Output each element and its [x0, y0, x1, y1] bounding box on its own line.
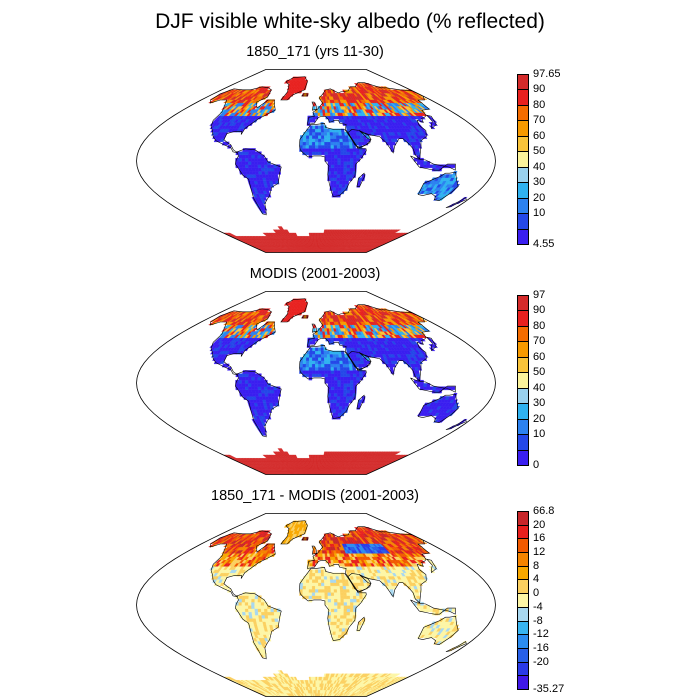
colorbar-label: 50: [533, 366, 546, 379]
colorbar-label: 20: [533, 518, 546, 531]
colorbar-label: 10: [533, 428, 546, 441]
colorbar-swatch: [517, 538, 529, 554]
colorbar-label: 30: [533, 397, 546, 410]
land-cells: [208, 298, 468, 475]
colorbar-swatch: [517, 228, 529, 245]
colorbar-label: -12: [533, 628, 549, 641]
colorbar-label: 97.65: [533, 68, 561, 80]
map-panel-obs: [136, 291, 496, 475]
coastlines: [209, 298, 467, 438]
colorbar-swatch: [517, 647, 529, 663]
colorbar-swatch: [517, 135, 529, 153]
map-panel-diff: [136, 513, 496, 697]
colorbar-swatch: [517, 310, 529, 327]
land-cells: [208, 76, 468, 253]
colorbar-label: -16: [533, 641, 549, 654]
colorbar-swatch: [517, 634, 529, 649]
map-border: [136, 513, 496, 697]
colorbar-label: 20: [533, 191, 546, 204]
colorbar-swatch: [517, 295, 529, 312]
colorbar-label: 60: [533, 350, 546, 363]
colorbar-swatch: [517, 213, 529, 230]
map-panel-model: [136, 69, 496, 253]
land-cells: [208, 520, 468, 697]
colorbar-swatch: [517, 403, 529, 420]
colorbar-label: 40: [533, 381, 546, 394]
colorbar-swatch: [517, 552, 529, 567]
colorbar-swatch: [517, 325, 529, 343]
colorbar-label: -20: [533, 655, 549, 668]
panel-title-obs: MODIS (2001-2003): [249, 266, 381, 282]
coastlines: [209, 76, 467, 216]
colorbar-swatch: [517, 511, 529, 526]
colorbar-label: 4.55: [533, 238, 555, 250]
colorbar-swatch: [517, 418, 529, 436]
colorbar-swatch: [517, 104, 529, 122]
colorbar-label: 90: [533, 304, 546, 317]
map-border: [136, 69, 496, 253]
colorbar-label: 0: [533, 459, 540, 471]
colorbar-label: 50: [533, 145, 546, 158]
colorbar-swatch: [517, 434, 529, 451]
panel-title-diff: 1850_171 - MODIS (2001-2003): [211, 488, 419, 504]
colorbar-swatch: [517, 565, 529, 581]
colorbar-label: 70: [533, 335, 546, 348]
colorbar-label: 10: [533, 207, 546, 220]
colorbar-label: 20: [533, 412, 546, 425]
colorbar-swatch: [517, 120, 529, 137]
colorbar-label: 80: [533, 98, 546, 111]
colorbar-label: 66.8: [533, 505, 555, 517]
colorbar-swatch: [517, 579, 529, 595]
colorbar-label: 70: [533, 114, 546, 127]
colorbar-swatch: [517, 675, 529, 690]
colorbar-label: 30: [533, 176, 546, 189]
colorbar-swatch: [517, 593, 529, 608]
map-border: [136, 291, 496, 475]
colorbar-swatch: [517, 449, 529, 466]
colorbar-swatch: [517, 356, 529, 374]
panel-title-model: 1850_171 (yrs 11-30): [246, 44, 384, 60]
colorbar-swatch: [517, 620, 529, 636]
colorbar-swatch: [517, 661, 529, 677]
coastlines: [209, 520, 467, 660]
colorbar-label: 90: [533, 83, 546, 96]
colorbar-label: 40: [533, 160, 546, 173]
colorbar-swatch: [517, 166, 529, 184]
figure-title: DJF visible white-sky albedo (% reflecte…: [155, 10, 545, 33]
colorbar-swatch: [517, 151, 529, 168]
colorbar-label: -35.27: [533, 683, 565, 695]
colorbar-label: 4: [533, 573, 540, 586]
colorbar-label: -8: [533, 614, 543, 627]
colorbar-swatch: [517, 606, 529, 622]
colorbar-label: 97: [533, 289, 546, 301]
colorbar-swatch: [517, 197, 529, 215]
colorbar-swatch: [517, 89, 529, 106]
colorbar-swatch: [517, 524, 529, 540]
colorbar-swatch: [517, 341, 529, 358]
colorbar-label: 8: [533, 559, 540, 572]
colorbar-label: 80: [533, 319, 546, 332]
colorbar-label: 16: [533, 532, 546, 545]
colorbar-label: 0: [533, 587, 540, 600]
colorbar-swatch: [517, 387, 529, 405]
colorbar-swatch: [517, 372, 529, 389]
colorbar-swatch: [517, 182, 529, 199]
colorbar-swatch: [517, 74, 529, 91]
colorbar-label: -4: [533, 600, 543, 613]
colorbar-label: 60: [533, 129, 546, 142]
colorbar-label: 12: [533, 546, 546, 559]
